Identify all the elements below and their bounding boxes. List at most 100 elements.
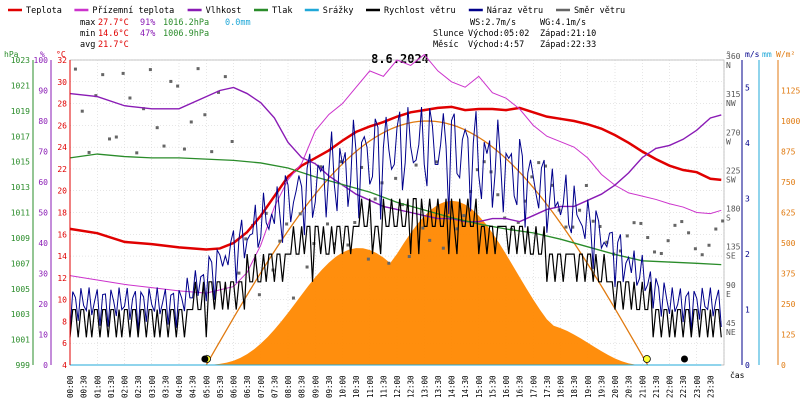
- tick-label-pressure: 1023: [11, 56, 30, 65]
- tick-label-time: 09:00: [311, 375, 320, 398]
- moonrise-marker: [201, 355, 209, 363]
- tick-label-time: 08:30: [298, 375, 307, 398]
- wind-direction-point: [169, 79, 173, 83]
- tick-label-temperature: 8: [62, 317, 67, 326]
- tick-label-temperature: 26: [57, 121, 67, 130]
- tick-label-time: 00:30: [80, 375, 89, 398]
- wind-direction-point: [189, 120, 193, 124]
- wind-direction-point: [196, 67, 200, 71]
- tick-label-direction-name: SW: [726, 175, 736, 184]
- legend-label: Náraz větru: [487, 6, 543, 16]
- wind-direction-point: [148, 68, 152, 72]
- wind-direction-point: [278, 239, 282, 243]
- wind-direction-point: [550, 183, 554, 187]
- wind-direction-point: [291, 296, 295, 300]
- series-naraz-vetru: [69, 106, 722, 332]
- tick-label-time: 21:30: [652, 375, 661, 398]
- tick-label-time: 18:00: [557, 375, 566, 398]
- wind-direction-point: [264, 211, 268, 215]
- stat-min-temp: 14.6°C: [98, 29, 129, 39]
- wind-direction-point: [646, 236, 650, 240]
- wind-direction-point: [135, 151, 139, 155]
- wind-direction-point: [523, 199, 527, 203]
- tick-label-direction: 135: [726, 243, 741, 252]
- solar-area: [206, 200, 643, 365]
- tick-label-wind: 5: [745, 84, 750, 93]
- tick-label-wind: 2: [745, 250, 750, 259]
- tick-label-solar: 375: [781, 270, 796, 279]
- tick-label-time: 09:30: [325, 375, 334, 398]
- wind-direction-point: [680, 220, 684, 224]
- stat-max-label: max: [80, 18, 95, 28]
- tick-label-humidity: 50: [38, 209, 48, 218]
- wind-direction-point: [176, 84, 180, 88]
- wind-direction-point: [584, 183, 588, 187]
- legend-label: Vlhkost: [206, 6, 242, 16]
- wind-direction-point: [94, 94, 98, 98]
- tick-label-temperature: 24: [57, 143, 67, 152]
- sun-set: Západ:21:10: [540, 29, 596, 39]
- chart-title: 8.6.2024: [371, 52, 429, 66]
- moon-set: Západ:22:33: [540, 40, 596, 50]
- tick-label-time: 15:00: [475, 375, 484, 398]
- wind-direction-point: [210, 150, 214, 154]
- wind-direction-point: [244, 237, 248, 241]
- tick-label-time: 05:30: [216, 375, 225, 398]
- stat-max-rain: 0.0mm: [225, 18, 251, 28]
- unit-degc: °C: [56, 50, 66, 59]
- tick-label-temperature: 30: [57, 78, 67, 87]
- tick-label-direction: 270: [726, 128, 741, 137]
- tick-label-solar: 625: [781, 209, 796, 218]
- tick-label-time: 13:00: [420, 375, 429, 398]
- tick-label-time: 12:30: [407, 375, 416, 398]
- stat-min-hum: 47%: [140, 29, 155, 39]
- wind-direction-point: [73, 67, 77, 71]
- wind-direction-point: [237, 271, 241, 275]
- unit-mm: mm: [762, 50, 772, 59]
- tick-label-direction: 315: [726, 90, 741, 99]
- tick-label-humidity: 80: [38, 117, 48, 126]
- unit-pct: %: [40, 50, 45, 59]
- tick-label-pressure: 1003: [11, 310, 30, 319]
- wind-direction-point: [475, 168, 479, 172]
- unit-cas: čas: [730, 370, 745, 380]
- tick-label-humidity: 100: [34, 56, 49, 65]
- tick-label-time: 05:00: [202, 375, 211, 398]
- tick-label-time: 02:30: [134, 375, 143, 398]
- tick-label-direction-name: E: [726, 290, 731, 299]
- sun-label: Slunce: [433, 29, 464, 39]
- stat-max-press: 1016.2hPa: [163, 18, 209, 28]
- wind-direction-point: [639, 221, 643, 225]
- wind-direction-point: [721, 219, 725, 223]
- wind-direction-point: [346, 243, 350, 247]
- stat-ws: WS:2.7m/s: [470, 18, 516, 28]
- wind-direction-point: [114, 135, 118, 139]
- moon-rise: Východ:4:57: [468, 40, 524, 50]
- wind-direction-point: [155, 126, 159, 130]
- stat-avg-temp: 21.7°C: [98, 40, 129, 50]
- tick-label-direction: 45: [726, 319, 736, 328]
- wind-direction-point: [162, 144, 166, 148]
- tick-label-direction: 180: [726, 205, 741, 214]
- wind-direction-point: [516, 220, 520, 224]
- tick-label-pressure: 1007: [11, 259, 30, 268]
- wind-direction-point: [482, 160, 486, 164]
- tick-label-time: 01:00: [93, 375, 102, 398]
- tick-label-time: 22:00: [666, 375, 675, 398]
- wind-direction-point: [360, 165, 364, 169]
- unit-wm2: W/m²: [776, 50, 795, 59]
- wind-direction-point: [353, 220, 357, 224]
- wind-direction-point: [203, 113, 207, 117]
- unit-ms: m/s: [745, 50, 760, 59]
- wind-direction-point: [632, 221, 636, 225]
- wind-direction-point: [666, 239, 670, 243]
- moon-label: Měsíc: [433, 40, 459, 50]
- wind-direction-point: [455, 227, 459, 231]
- wind-direction-point: [298, 212, 302, 216]
- legend-label: Směr větru: [574, 6, 625, 16]
- tick-label-direction: 90: [726, 281, 736, 290]
- wind-direction-point: [707, 243, 711, 247]
- wind-direction-point: [441, 246, 445, 250]
- tick-label-time: 23:30: [706, 375, 715, 398]
